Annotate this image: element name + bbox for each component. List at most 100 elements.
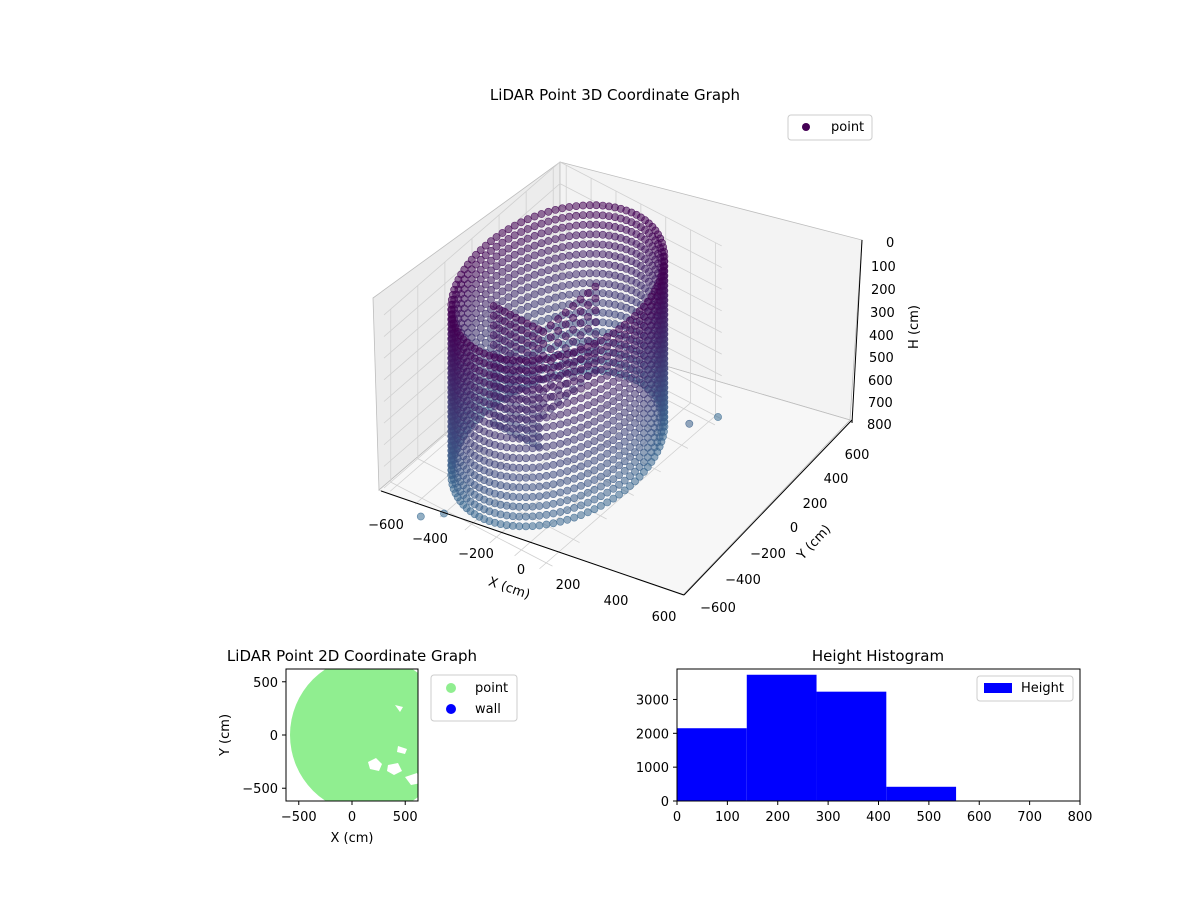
x-tick-label: 0	[348, 810, 356, 825]
data-point	[563, 389, 572, 398]
data-point	[476, 314, 485, 323]
data-point	[592, 201, 601, 210]
data-point	[522, 434, 530, 443]
data-point	[577, 374, 585, 383]
data-point	[549, 363, 558, 372]
data-point	[551, 235, 560, 243]
data-point	[577, 491, 585, 500]
data-point	[635, 414, 644, 423]
data-point	[597, 385, 605, 393]
data-point	[476, 275, 485, 284]
data-point	[528, 473, 537, 482]
data-point	[542, 403, 551, 412]
data-point	[556, 459, 565, 468]
data-point	[626, 482, 634, 490]
data-point	[626, 443, 634, 451]
data-point	[542, 462, 551, 470]
grid-line	[383, 161, 722, 316]
data-point	[615, 383, 623, 392]
data-point	[542, 442, 551, 451]
data-point	[609, 475, 618, 483]
data-point	[481, 241, 490, 250]
data-point	[504, 254, 513, 263]
data-point	[577, 423, 585, 432]
data-point	[530, 290, 539, 299]
data-point	[583, 411, 592, 419]
data-point	[635, 326, 644, 335]
data-point	[635, 336, 644, 345]
y-tick-label: 600	[845, 448, 870, 463]
data-point	[558, 262, 567, 271]
data-point	[597, 453, 605, 462]
data-point	[631, 370, 639, 379]
data-point	[640, 409, 648, 418]
data-point	[590, 378, 599, 387]
data-point	[615, 422, 623, 431]
data-point	[528, 366, 537, 375]
data-point	[640, 321, 648, 330]
data-point	[591, 306, 600, 315]
data-point	[510, 231, 519, 240]
data-point	[635, 385, 644, 393]
data-point	[498, 297, 507, 305]
data-point	[535, 502, 544, 510]
data-point	[635, 365, 644, 374]
data-point	[577, 443, 585, 451]
data-point	[544, 217, 553, 226]
data-point	[583, 440, 592, 449]
data-point	[551, 225, 560, 234]
data-point	[597, 375, 605, 384]
data-point	[603, 478, 612, 487]
data-point	[577, 355, 585, 364]
data-point	[565, 280, 574, 289]
data-point	[476, 246, 485, 254]
data-point	[517, 286, 526, 295]
data-point	[590, 407, 599, 416]
data-point	[577, 433, 585, 442]
data-point	[579, 211, 587, 220]
z-tick-label: 400	[869, 329, 894, 344]
data-point	[626, 336, 634, 344]
data-point	[551, 254, 560, 263]
data-point	[609, 407, 618, 415]
legend-3d: point	[787, 114, 873, 141]
data-point	[570, 348, 579, 356]
data-point	[626, 355, 634, 364]
data-point	[631, 467, 639, 476]
data-point	[515, 483, 524, 492]
data-point	[626, 394, 634, 403]
data-point	[549, 353, 558, 362]
data-point	[556, 449, 565, 458]
data-point	[615, 480, 623, 489]
x-tick-label: −600	[368, 518, 404, 533]
data-point	[472, 309, 480, 318]
data-point	[563, 369, 572, 378]
data-point	[603, 449, 612, 458]
data-point	[609, 465, 618, 474]
data-point	[597, 472, 605, 481]
data-point	[554, 338, 563, 347]
data-point	[528, 356, 537, 365]
ticks-2d: −500 0 500 −500 0 500	[242, 676, 417, 825]
data-point	[542, 374, 551, 383]
data-point	[572, 270, 581, 279]
data-point	[535, 394, 544, 403]
data-point	[579, 259, 587, 268]
data-point	[631, 360, 639, 369]
data-point	[523, 244, 532, 253]
x-ticks-3d: −600 −400 −200 0 200 400 600	[368, 518, 676, 625]
data-point	[590, 417, 599, 426]
data-point	[523, 215, 532, 224]
y-axis-label-2d: Y (cm)	[218, 714, 233, 757]
data-point	[685, 419, 694, 428]
z-tick-label: 200	[871, 283, 896, 298]
data-point	[620, 379, 629, 388]
data-point	[476, 324, 485, 332]
data-point	[563, 506, 572, 514]
data-point	[558, 243, 567, 252]
ticks-histogram: 0 100 200 300 400 500 600 700 800 0 1000 2000 3000	[636, 693, 1093, 825]
data-point	[487, 237, 495, 246]
data-point	[585, 259, 594, 268]
data-point	[626, 462, 634, 471]
data-point	[523, 302, 532, 311]
